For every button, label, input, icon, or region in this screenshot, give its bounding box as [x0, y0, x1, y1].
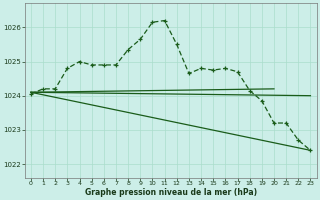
X-axis label: Graphe pression niveau de la mer (hPa): Graphe pression niveau de la mer (hPa): [84, 188, 257, 197]
